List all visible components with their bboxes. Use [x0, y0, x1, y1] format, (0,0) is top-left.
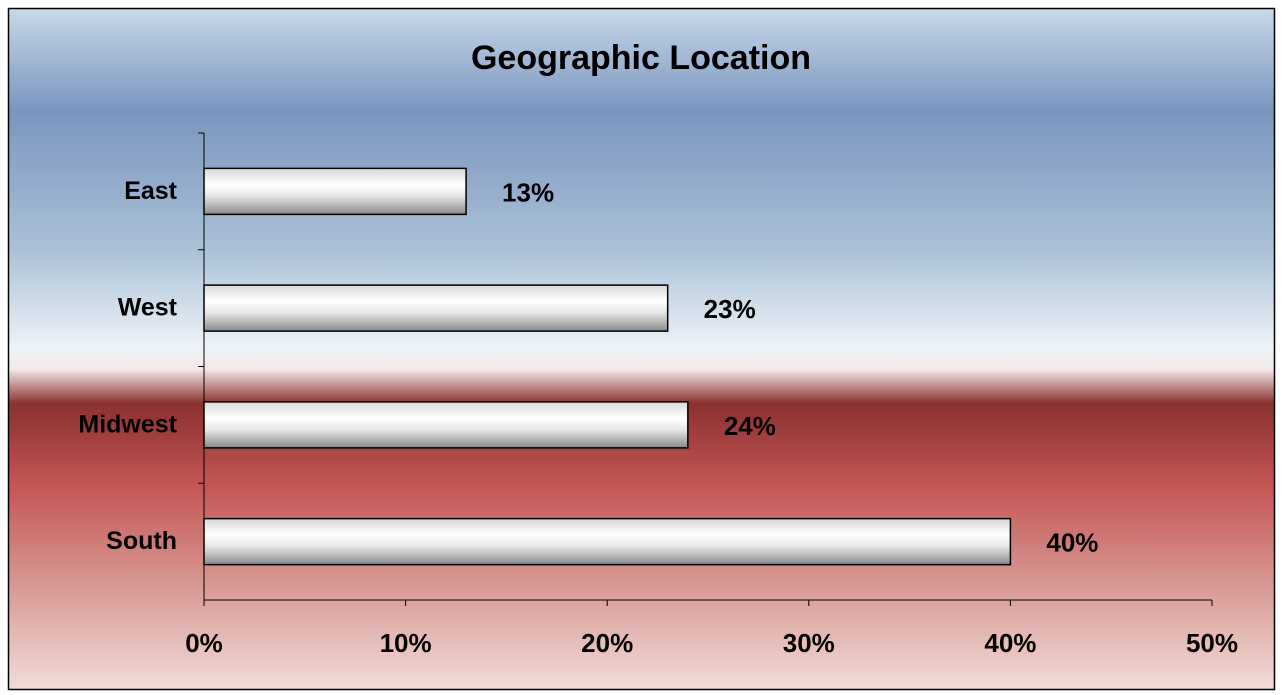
bar [203, 284, 669, 332]
chart-background [7, 7, 1276, 691]
bar [203, 167, 467, 216]
chart-title: Geographic Location [471, 39, 811, 77]
y-tick-label: South [106, 527, 177, 555]
x-tick-label: 50% [1186, 628, 1238, 658]
y-tick-label: West [118, 294, 178, 322]
x-tick-label: 0% [185, 628, 223, 658]
x-tick-label: 10% [380, 628, 432, 658]
x-tick-label: 20% [581, 628, 633, 658]
bar [203, 517, 1012, 566]
x-tick-label: 40% [984, 628, 1036, 658]
x-tick-label: 30% [783, 628, 835, 658]
data-label: 13% [502, 177, 554, 207]
data-label: 40% [1046, 528, 1098, 558]
y-tick-label: Midwest [78, 410, 177, 438]
bar [203, 401, 689, 449]
data-label: 24% [724, 411, 776, 441]
data-label: 23% [704, 294, 756, 324]
y-tick-label: East [124, 177, 177, 205]
